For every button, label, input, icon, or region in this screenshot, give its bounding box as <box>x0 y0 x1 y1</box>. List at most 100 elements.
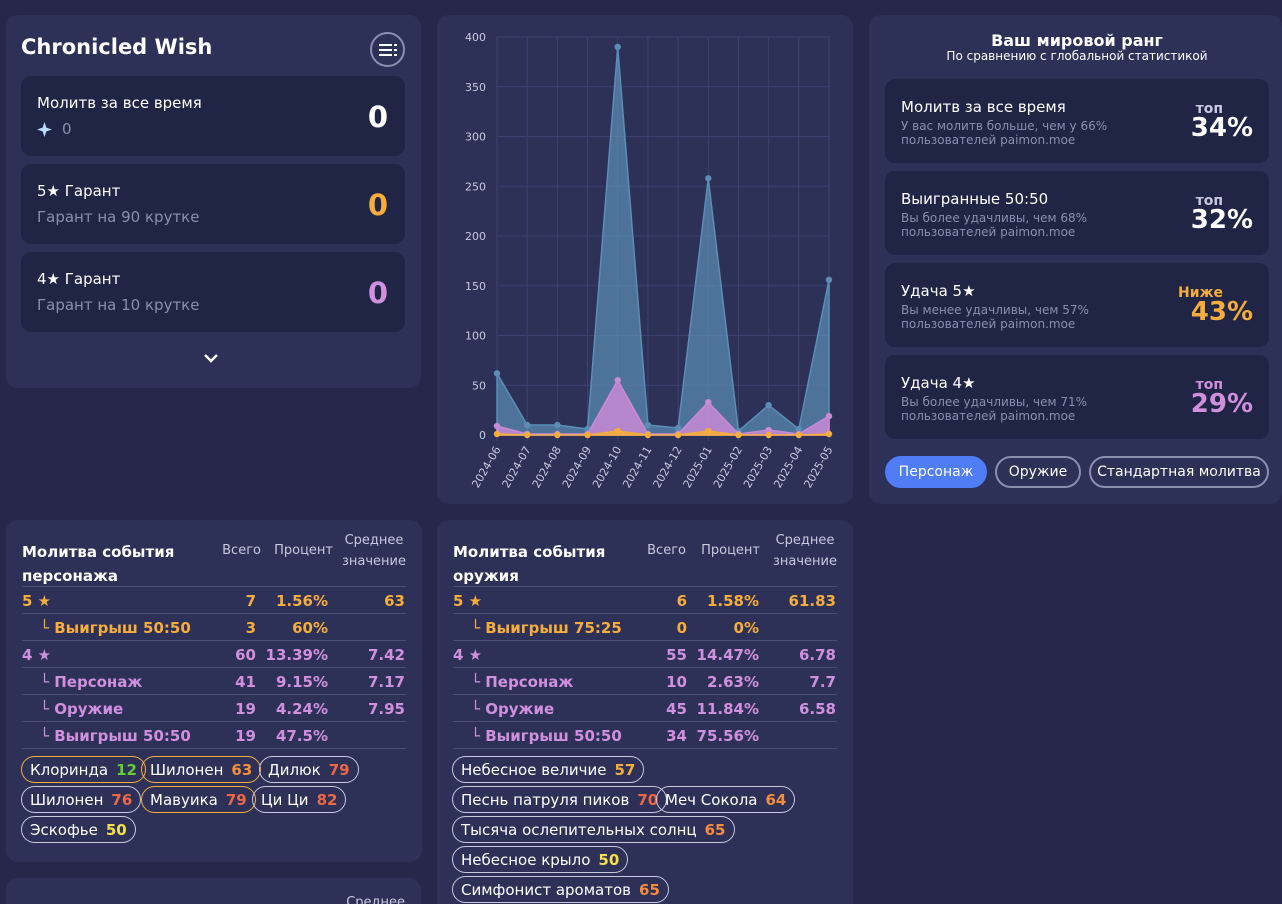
row-total: 10 <box>666 673 687 691</box>
row-percent: 2.63% <box>706 673 759 691</box>
chip-pity: 82 <box>316 790 338 809</box>
header-percent: Процент <box>274 543 333 558</box>
table-header: Молитва события персонажа Всего Процент … <box>22 533 406 587</box>
item-chip[interactable]: Небесное величие 57 <box>452 756 645 783</box>
header-average: Среднее значение <box>773 530 837 572</box>
item-chip[interactable]: Меч Сокола 64 <box>656 786 796 813</box>
table-row: 4 ★ 60 13.39% 7.42 <box>22 641 406 668</box>
chip-name: Шилонен <box>150 760 224 779</box>
row-label: └ Выигрыш 50:50 <box>40 619 191 637</box>
data-point <box>614 427 621 435</box>
row-average: 7.17 <box>367 673 405 691</box>
rank-description-line2: пользователей paimon.moe <box>901 317 1076 331</box>
tab-weapon[interactable]: Оружие <box>995 456 1081 488</box>
table-row: └ Оружие 45 11.84% 6.58 <box>453 695 837 722</box>
data-point <box>765 401 772 409</box>
item-chip[interactable]: Ци Ци 82 <box>252 786 347 813</box>
item-chip[interactable]: Симфонист ароматов 65 <box>452 876 669 903</box>
row-total: 7 <box>245 592 256 610</box>
data-point <box>825 276 833 283</box>
data-point <box>674 431 682 439</box>
x-tick-label: 2024-12 <box>650 444 684 490</box>
data-point <box>705 398 712 406</box>
rank-label: Удача 4★ <box>901 374 976 392</box>
item-chip[interactable]: Дилюк 79 <box>259 756 359 783</box>
row-average: 7.42 <box>367 646 405 664</box>
row-total: 19 <box>235 700 256 718</box>
row-label: └ Оружие <box>40 700 124 718</box>
data-point <box>584 431 591 439</box>
chevron-down-icon[interactable] <box>204 353 218 363</box>
item-chip[interactable]: Шилонен 76 <box>21 786 142 813</box>
total-wishes-label: Молитв за все время <box>37 94 202 112</box>
chip-name: Дилюк <box>268 760 321 779</box>
item-chip[interactable]: Эскофье 50 <box>21 816 136 843</box>
menu-button[interactable] <box>370 32 405 67</box>
y-tick-label: 350 <box>465 81 486 94</box>
rank-subtitle: По сравнению с глобальной статистикой <box>946 49 1208 63</box>
table-row: └ Выигрыш 50:50 34 75.56% <box>453 722 837 749</box>
chip-pity: 79 <box>328 760 350 779</box>
data-point <box>825 430 833 438</box>
row-total: 60 <box>235 646 256 664</box>
item-chip[interactable]: Песнь патруля пиков 70 <box>452 786 668 813</box>
x-tick-label: 2024-07 <box>500 444 534 490</box>
row-label: 5 ★ <box>453 592 483 610</box>
data-point <box>493 422 501 430</box>
wishes-area-chart: 0501001502002503003504002024-062024-0720… <box>465 31 836 490</box>
item-chip[interactable]: Небесное крыло 50 <box>452 846 629 873</box>
chip-name: Шилонен <box>30 790 104 809</box>
table-row: └ Выигрыш 75:25 0 0% <box>453 614 837 641</box>
item-chip[interactable]: Мавуика 79 <box>141 786 256 813</box>
table-title: Молитва события персонажа <box>22 543 175 585</box>
row-total: 0 <box>676 619 687 637</box>
rank-title: Ваш мировой ранг <box>991 31 1163 50</box>
row-percent: 60% <box>292 619 328 637</box>
table-row: └ Персонаж 41 9.15% 7.17 <box>22 668 406 695</box>
data-point <box>674 424 682 432</box>
five-star-pity-value: 0 <box>367 188 388 222</box>
list-icon <box>378 43 397 56</box>
table-row: 5 ★ 6 1.58% 61.83 <box>453 587 837 614</box>
rank-description-line1: Вы более удачливы, чем 68% <box>901 211 1088 225</box>
row-total: 6 <box>676 592 687 610</box>
table-row: 5 ★ 7 1.56% 63 <box>22 587 406 614</box>
item-chip[interactable]: Клоринда 12 <box>21 756 146 783</box>
table-row: └ Выигрыш 50:50 19 47.5% <box>22 722 406 749</box>
header-average-line2: значение <box>772 554 837 569</box>
rank-label: Удача 5★ <box>901 282 976 300</box>
item-chip[interactable]: Шилонен 63 <box>141 756 262 783</box>
y-tick-label: 250 <box>465 180 486 193</box>
rank-label: Выигранные 50:50 <box>901 190 1049 208</box>
data-point <box>523 431 531 439</box>
data-point <box>614 377 621 384</box>
item-chip[interactable]: Тысяча ослепительных солнц 65 <box>452 816 735 843</box>
rank-description-line2: пользователей paimon.moe <box>901 133 1076 147</box>
table-header: Молитва события оружия Всего Процент Сре… <box>453 533 837 587</box>
table-title: Молитва события оружия <box>453 543 606 585</box>
header-average: Среднее <box>346 895 405 904</box>
chip-name: Мавуика <box>150 790 218 809</box>
y-tick-label: 150 <box>465 280 486 293</box>
x-tick-label: 2024-11 <box>620 444 654 490</box>
data-point <box>493 370 501 377</box>
chip-pity: 63 <box>231 760 253 779</box>
tab-standard[interactable]: Стандартная молитва <box>1089 456 1269 488</box>
total-wishes-sub-value: 0 <box>62 120 72 138</box>
y-tick-label: 400 <box>465 31 486 44</box>
data-point <box>554 431 561 439</box>
rank-description: Вы более удачливы, чем 68% пользователей… <box>901 211 1141 239</box>
data-point <box>614 43 621 51</box>
four-star-pity-sub: Гарант на 10 крутке <box>37 296 200 314</box>
row-average: 61.83 <box>788 592 836 610</box>
data-point <box>795 431 803 439</box>
rank-description: Вы более удачливы, чем 71% пользователей… <box>901 395 1141 423</box>
tab-character[interactable]: Персонаж <box>885 456 987 488</box>
rank-won-5050: Выигранные 50:50 Вы более удачливы, чем … <box>885 171 1269 255</box>
row-percent: 9.15% <box>275 673 328 691</box>
row-label: 5 ★ <box>22 592 52 610</box>
four-star-pity-value: 0 <box>367 276 388 310</box>
row-average: 7.95 <box>367 700 405 718</box>
chart-card: 0 50 100 150 200 250 300 350 400 2024-06 2024-07 20… <box>437 15 853 504</box>
header-total: Всего <box>647 543 686 558</box>
